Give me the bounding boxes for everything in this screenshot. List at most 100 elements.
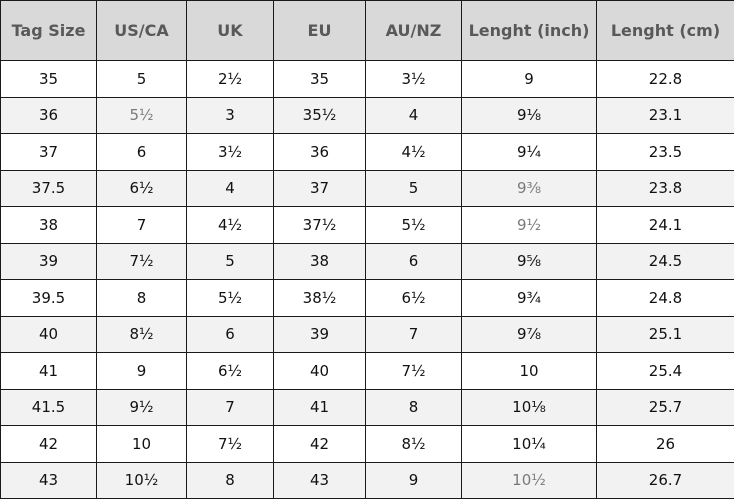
table-row: 37.5 6½ 4 37 5 9⅜ 23.8 — [0, 169, 734, 207]
table-cell: 6½ — [186, 352, 274, 390]
table-cell: 38½ — [273, 279, 366, 317]
table-cell: 3½ — [186, 133, 274, 171]
table-cell: 7 — [186, 388, 274, 426]
table-cell: 25.4 — [596, 352, 734, 390]
table-cell: 5 — [365, 169, 462, 207]
table-cell: 23.8 — [596, 169, 734, 207]
table-cell: 5½ — [186, 279, 274, 317]
table-cell: 24.1 — [596, 206, 734, 244]
table-row: 41.5 9½ 7 41 8 10⅛ 25.7 — [0, 388, 734, 426]
table-cell: 6 — [96, 133, 187, 171]
table-row: 40 8½ 6 39 7 9⅞ 25.1 — [0, 315, 734, 353]
column-header: EU — [273, 0, 366, 61]
table-cell: 41 — [273, 388, 366, 426]
table-cell: 6 — [186, 315, 274, 353]
column-header: Tag Size — [0, 0, 97, 61]
table-cell: 24.5 — [596, 242, 734, 280]
table-cell: 8½ — [96, 315, 187, 353]
table-row: 38 7 4½ 37½ 5½ 9½ 24.1 — [0, 206, 734, 244]
table-cell: 8 — [96, 279, 187, 317]
table-cell: 38 — [273, 242, 366, 280]
table-cell: 9 — [365, 461, 462, 499]
table-cell: 6 — [365, 242, 462, 280]
table-cell: 25.1 — [596, 315, 734, 353]
table-row: 39.5 8 5½ 38½ 6½ 9¾ 24.8 — [0, 279, 734, 317]
table-cell: 7½ — [365, 352, 462, 390]
table-row: 36 5½ 3 35½ 4 9⅛ 23.1 — [0, 96, 734, 134]
table-cell: 39.5 — [0, 279, 97, 317]
table-cell: 40 — [0, 315, 97, 353]
column-header: Lenght (inch) — [461, 0, 597, 61]
table-cell: 10 — [461, 352, 597, 390]
table-cell: 26 — [596, 425, 734, 463]
table-cell: 10½ — [96, 461, 187, 499]
table-cell: 8 — [186, 461, 274, 499]
table-cell: 37 — [273, 169, 366, 207]
table-cell: 37.5 — [0, 169, 97, 207]
table-cell: 6½ — [96, 169, 187, 207]
table-cell: 36 — [273, 133, 366, 171]
table-cell: 5½ — [365, 206, 462, 244]
table-cell: 5 — [186, 242, 274, 280]
table-cell: 9⅛ — [461, 96, 597, 134]
table-cell: 7½ — [186, 425, 274, 463]
table-cell: 37½ — [273, 206, 366, 244]
column-header: AU/NZ — [365, 0, 462, 61]
table-cell: 35½ — [273, 96, 366, 134]
table-cell: 4½ — [186, 206, 274, 244]
table-cell: 9 — [96, 352, 187, 390]
table-cell: 3½ — [365, 60, 462, 98]
table-cell: 4½ — [365, 133, 462, 171]
table-cell: 8 — [365, 388, 462, 426]
table-cell: 37 — [0, 133, 97, 171]
table-cell: 9½ — [96, 388, 187, 426]
table-cell: 2½ — [186, 60, 274, 98]
table-cell: 25.7 — [596, 388, 734, 426]
table-cell: 4 — [365, 96, 462, 134]
table-cell: 9⅞ — [461, 315, 597, 353]
header-row: Tag Size US/CA UK EU AU/NZ Lenght (inch) Lengh… — [0, 0, 734, 61]
table-cell: 9 — [461, 60, 597, 98]
table-cell: 10¼ — [461, 425, 597, 463]
table-cell: 41.5 — [0, 388, 97, 426]
table-row: 37 6 3½ 36 4½ 9¼ 23.5 — [0, 133, 734, 171]
table-cell: 10 — [96, 425, 187, 463]
table-cell: 8½ — [365, 425, 462, 463]
table-row: 41 9 6½ 40 7½ 10 25.4 — [0, 352, 734, 390]
table-cell: 10⅛ — [461, 388, 597, 426]
column-header: Lenght (cm) — [596, 0, 734, 61]
table-cell: 35 — [0, 60, 97, 98]
table-cell: 42 — [273, 425, 366, 463]
table-cell: 26.7 — [596, 461, 734, 499]
table-cell: 10½ — [461, 461, 597, 499]
table-row: 35 5 2½ 35 3½ 9 22.8 — [0, 60, 734, 98]
table-cell: 35 — [273, 60, 366, 98]
table-cell: 9¼ — [461, 133, 597, 171]
table-row: 42 10 7½ 42 8½ 10¼ 26 — [0, 425, 734, 463]
table-cell: 6½ — [365, 279, 462, 317]
table-cell: 9⅝ — [461, 242, 597, 280]
table-cell: 24.8 — [596, 279, 734, 317]
column-header: UK — [186, 0, 274, 61]
column-header: US/CA — [96, 0, 187, 61]
table-body: 35 5 2½ 35 3½ 9 22.8 36 5½ 3 35½ 4 9⅛ 23.1 37 6 3½ 36 4½ 9¼… — [0, 60, 734, 499]
table-cell: 7 — [96, 206, 187, 244]
table-cell: 23.5 — [596, 133, 734, 171]
table-cell: 23.1 — [596, 96, 734, 134]
table-cell: 5 — [96, 60, 187, 98]
table-cell: 39 — [0, 242, 97, 280]
table-cell: 43 — [0, 461, 97, 499]
table-cell: 9⅜ — [461, 169, 597, 207]
table-cell: 7½ — [96, 242, 187, 280]
table-cell: 36 — [0, 96, 97, 134]
table-cell: 3 — [186, 96, 274, 134]
table-cell: 41 — [0, 352, 97, 390]
table-row: 39 7½ 5 38 6 9⅝ 24.5 — [0, 242, 734, 280]
table-cell: 43 — [273, 461, 366, 499]
table-cell: 7 — [365, 315, 462, 353]
table-row: 43 10½ 8 43 9 10½ 26.7 — [0, 461, 734, 499]
table-cell: 40 — [273, 352, 366, 390]
table-cell: 39 — [273, 315, 366, 353]
table-cell: 4 — [186, 169, 274, 207]
